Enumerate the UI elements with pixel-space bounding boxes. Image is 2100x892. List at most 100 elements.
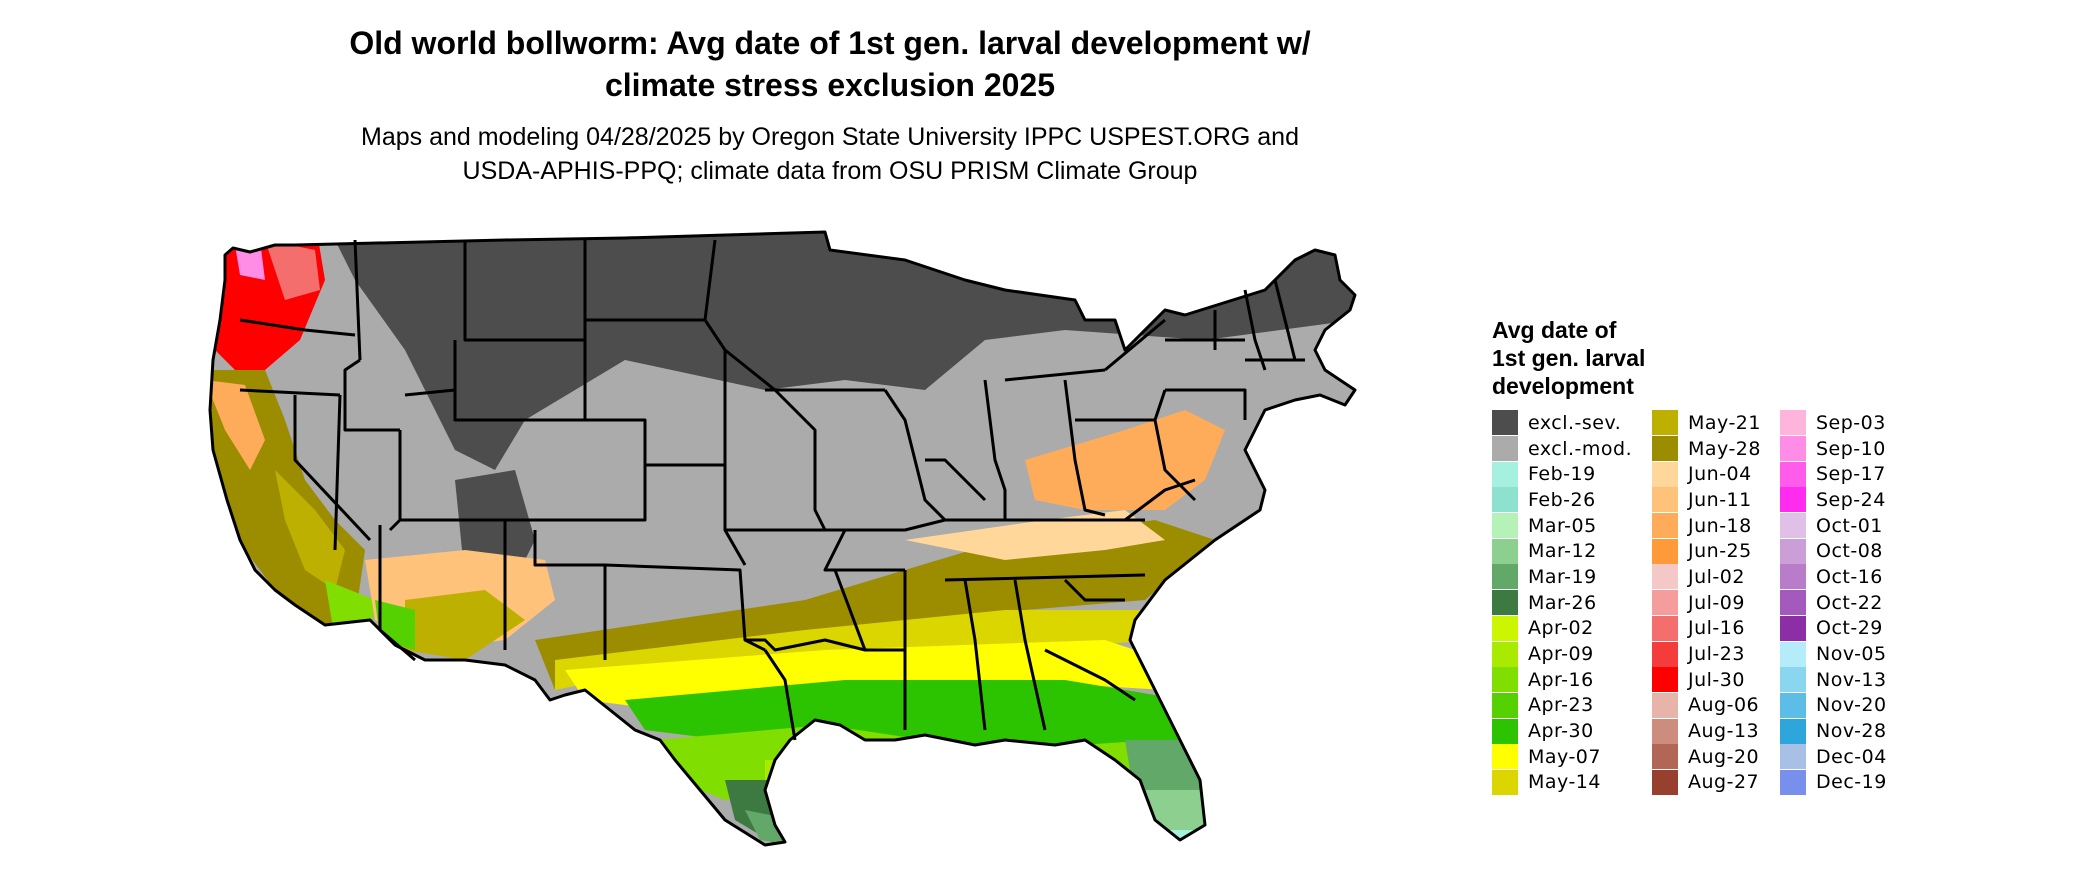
legend-item: Mar-26 [1492, 590, 1632, 616]
legend-label: Oct-01 [1816, 514, 1883, 537]
title-block: Old world bollworm: Avg date of 1st gen.… [160, 22, 1500, 188]
legend-item: Oct-01 [1780, 513, 1887, 539]
legend-label: Aug-27 [1688, 771, 1760, 794]
legend-label: Mar-19 [1528, 565, 1597, 588]
legend-swatch [1492, 487, 1518, 513]
legend-item: Oct-08 [1780, 538, 1887, 564]
map-title: Old world bollworm: Avg date of 1st gen.… [349, 25, 1311, 103]
legend-label: Jul-23 [1688, 643, 1745, 666]
legend-item: Apr-23 [1492, 692, 1632, 719]
legend-label: Apr-02 [1528, 617, 1594, 640]
legend-label: Apr-23 [1528, 694, 1594, 717]
development-date-zones [210, 232, 1355, 845]
legend-swatch [1492, 641, 1518, 667]
legend-swatch [1780, 744, 1806, 770]
legend-column-2: May-21 May-28 Jun-04 Jun-11 Jun-18 Jun-2… [1652, 410, 1761, 795]
legend-swatch [1780, 410, 1806, 436]
legend-label: Oct-16 [1816, 565, 1883, 588]
legend-swatch [1652, 538, 1678, 564]
legend-item: Sep-10 [1780, 436, 1887, 462]
legend-swatch [1652, 590, 1678, 616]
legend-item: Sep-24 [1780, 487, 1887, 513]
legend-swatch [1652, 718, 1678, 744]
legend-swatch [1492, 410, 1518, 436]
legend-label: Nov-13 [1816, 668, 1887, 691]
legend-item: Nov-28 [1780, 718, 1887, 744]
legend-item: Oct-22 [1780, 590, 1887, 616]
legend-label: Feb-26 [1528, 488, 1596, 511]
legend-swatch [1492, 769, 1518, 795]
legend-label: Sep-10 [1816, 437, 1886, 460]
legend-label: Apr-09 [1528, 643, 1594, 666]
legend-label: excl.-sev. [1528, 411, 1622, 434]
legend-swatch [1652, 692, 1678, 718]
legend-column-3: Sep-03 Sep-10 Sep-17 Sep-24 Oct-01 Oct-0… [1780, 410, 1887, 795]
legend-item: Nov-20 [1780, 692, 1887, 719]
legend-swatch [1780, 641, 1806, 667]
legend-item: Dec-04 [1780, 744, 1887, 770]
legend-label: Sep-17 [1816, 463, 1886, 486]
legend-item: Mar-12 [1492, 538, 1632, 564]
legend-item: May-28 [1652, 436, 1761, 462]
legend-label: Apr-30 [1528, 720, 1594, 743]
legend-label: Oct-22 [1816, 591, 1883, 614]
legend-swatch [1492, 667, 1518, 693]
legend-item: May-07 [1492, 744, 1632, 770]
legend-item: Jul-02 [1652, 564, 1761, 590]
legend-label: Jun-25 [1688, 540, 1752, 563]
legend-swatch [1492, 538, 1518, 564]
legend-label: Jul-16 [1688, 617, 1745, 640]
legend-item: Jun-04 [1652, 461, 1761, 487]
legend-swatch [1652, 436, 1678, 462]
legend-item: Sep-03 [1780, 410, 1887, 436]
legend-label: Jun-18 [1688, 514, 1752, 537]
legend-swatch [1780, 769, 1806, 795]
legend-item: Jun-11 [1652, 487, 1761, 513]
legend-swatch [1780, 487, 1806, 513]
legend-swatch [1652, 769, 1678, 795]
legend-swatch [1492, 461, 1518, 487]
legend-item: Feb-26 [1492, 487, 1632, 513]
legend-swatch [1780, 667, 1806, 693]
legend-swatch [1492, 436, 1518, 462]
legend-item: Oct-29 [1780, 615, 1887, 642]
legend-label: Aug-20 [1688, 745, 1760, 768]
legend-item: May-21 [1652, 410, 1761, 436]
legend-item: Apr-30 [1492, 718, 1632, 744]
legend-item: Apr-09 [1492, 641, 1632, 667]
legend-item: Mar-19 [1492, 564, 1632, 590]
legend-label: Mar-12 [1528, 540, 1597, 563]
legend-swatch [1780, 436, 1806, 462]
legend-item: Jun-18 [1652, 513, 1761, 539]
legend-item: Aug-20 [1652, 744, 1761, 770]
legend-label: Nov-05 [1816, 643, 1887, 666]
legend-item: Aug-06 [1652, 692, 1761, 719]
legend-item: Mar-05 [1492, 513, 1632, 539]
legend-item: Jul-16 [1652, 615, 1761, 642]
legend-title: Avg date of 1st gen. larval development [1492, 317, 1646, 399]
legend-label: Sep-24 [1816, 488, 1886, 511]
legend-swatch [1492, 718, 1518, 744]
legend-item: Dec-19 [1780, 769, 1887, 796]
legend-swatch [1780, 615, 1806, 641]
legend-swatch [1492, 692, 1518, 718]
legend-label: Jun-11 [1688, 488, 1752, 511]
us-map [208, 230, 1357, 847]
legend-swatch [1652, 615, 1678, 641]
legend-label: May-21 [1688, 411, 1761, 434]
legend-label: Jul-30 [1688, 668, 1745, 691]
map-subtitle: Maps and modeling 04/28/2025 by Oregon S… [361, 123, 1299, 185]
state-borders [208, 230, 1357, 847]
legend-swatch [1492, 590, 1518, 616]
legend-item: Jul-30 [1652, 667, 1761, 693]
legend-swatch [1780, 564, 1806, 590]
legend-item: excl.-mod. [1492, 436, 1632, 462]
legend-swatch [1780, 461, 1806, 487]
legend-label: Apr-16 [1528, 668, 1594, 691]
legend-label: Nov-28 [1816, 720, 1887, 743]
legend-label: Aug-13 [1688, 720, 1760, 743]
legend-item: Aug-27 [1652, 769, 1761, 796]
legend-swatch [1780, 513, 1806, 539]
legend-label: Oct-08 [1816, 540, 1883, 563]
legend-item: Apr-16 [1492, 667, 1632, 693]
